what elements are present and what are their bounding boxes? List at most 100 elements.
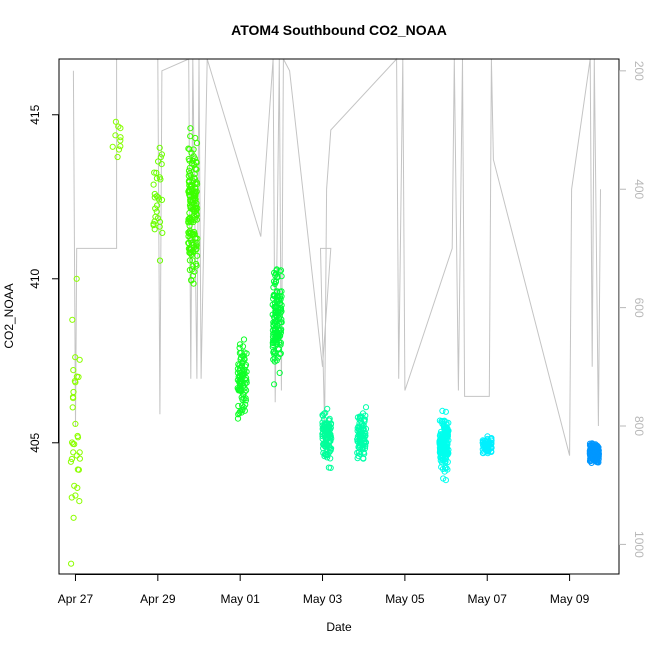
data-point — [240, 336, 248, 343]
data-point — [186, 249, 193, 256]
data-point — [189, 272, 196, 279]
data-point — [189, 185, 196, 192]
data-point — [152, 205, 159, 212]
data-point — [441, 417, 448, 424]
data-point — [193, 260, 200, 268]
data-point — [271, 351, 278, 358]
data-point — [237, 380, 244, 387]
x-tick-label: Apr 29 — [140, 592, 176, 606]
data-point — [360, 439, 367, 446]
data-point — [186, 170, 193, 177]
data-point — [70, 449, 77, 456]
data-point — [117, 125, 124, 132]
data-point — [187, 125, 194, 132]
data-point — [439, 465, 447, 473]
data-point — [117, 134, 124, 141]
data-point — [70, 395, 77, 402]
data-point — [272, 320, 279, 327]
data-point — [193, 200, 200, 207]
data-point — [193, 179, 200, 186]
data-point — [156, 144, 163, 151]
data-point — [326, 444, 333, 452]
data-point — [150, 181, 157, 188]
data-point — [356, 413, 364, 420]
data-point — [189, 230, 196, 237]
data-point — [355, 453, 362, 460]
data-point — [70, 367, 77, 374]
data-point — [151, 190, 158, 198]
data-point — [187, 183, 194, 190]
y-tick-label: 410 — [28, 268, 42, 288]
data-point — [193, 242, 200, 249]
data-point — [158, 161, 165, 168]
data-point — [243, 368, 250, 375]
data-point — [239, 368, 246, 375]
data-point — [438, 464, 445, 471]
data-point — [185, 229, 192, 236]
data-point — [68, 455, 76, 463]
data-point — [355, 449, 362, 456]
data-point — [320, 442, 327, 449]
data-point — [68, 560, 75, 567]
altitude-track — [72, 57, 601, 456]
data-point — [322, 451, 330, 458]
x-axis: Apr 27 Apr 29 May 01 May 03 May 05 May 07 May … — [58, 574, 590, 606]
data-point — [362, 404, 370, 411]
data-point — [322, 409, 329, 416]
data-point — [75, 373, 82, 381]
data-point — [324, 454, 331, 461]
data-point — [185, 233, 192, 240]
data-point — [71, 441, 78, 448]
data-point — [150, 222, 157, 229]
data-point — [237, 354, 245, 361]
data-point — [271, 303, 278, 310]
data-point — [156, 223, 163, 230]
y-axis-label: CO2_NOAA — [2, 283, 16, 348]
data-point — [74, 466, 82, 473]
data-point — [272, 270, 279, 277]
data-point — [270, 291, 278, 298]
data-point — [117, 143, 124, 150]
data-point — [594, 447, 601, 454]
data-point — [192, 206, 200, 213]
data-point — [70, 514, 77, 521]
data-point — [240, 404, 247, 411]
data-point — [186, 222, 193, 229]
data-point — [271, 381, 278, 388]
data-point — [72, 492, 79, 499]
data-point — [360, 424, 367, 432]
data-point — [76, 356, 83, 363]
data-point — [69, 316, 76, 323]
y-tick-label: 415 — [28, 104, 42, 124]
y2-tick-label: 800 — [632, 416, 646, 436]
data-point — [277, 304, 284, 311]
data-point — [269, 344, 276, 351]
plot-frame — [58, 58, 620, 575]
data-point — [239, 396, 246, 403]
data-point — [76, 498, 83, 505]
data-point — [73, 452, 80, 459]
chart-title: ATOM4 Southbound CO2_NOAA — [231, 22, 447, 38]
data-point — [194, 252, 201, 259]
data-point — [190, 178, 197, 185]
data-point — [327, 455, 334, 462]
data-point — [272, 317, 279, 325]
data-point — [191, 155, 198, 162]
data-point — [71, 378, 79, 385]
data-point — [239, 402, 246, 409]
data-point — [192, 235, 199, 242]
data-point — [151, 169, 158, 176]
data-point — [242, 397, 249, 404]
data-point — [76, 455, 84, 462]
data-point — [278, 288, 285, 295]
data-point — [76, 449, 83, 456]
data-point — [357, 435, 364, 443]
data-point — [156, 174, 163, 181]
data-point — [67, 458, 75, 465]
data-point — [191, 190, 198, 197]
data-point — [359, 445, 366, 452]
data-point — [274, 293, 281, 300]
data-point — [117, 137, 124, 144]
data-point — [151, 218, 158, 225]
